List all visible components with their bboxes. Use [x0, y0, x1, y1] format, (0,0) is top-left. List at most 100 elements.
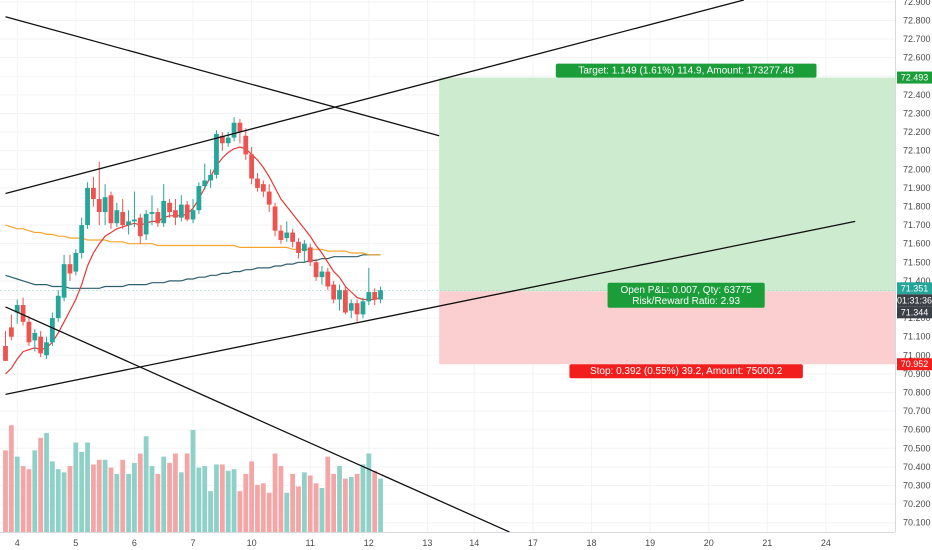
candle-body — [342, 290, 348, 313]
risk-reward-zones[interactable] — [0, 77, 932, 365]
volume-bar — [126, 473, 131, 532]
candle-body — [114, 210, 120, 224]
price-tick-label: 70.500 — [903, 443, 931, 453]
price-tick-label: 72.700 — [903, 34, 931, 44]
volume-bar — [243, 473, 249, 532]
trendline-lower-channel[interactable] — [5, 220, 856, 395]
time-tick-label: 13 — [422, 538, 432, 548]
volume-bar — [49, 461, 55, 532]
price-axis[interactable]: 72.90072.80072.70072.60072.50072.40072.3… — [895, 0, 932, 532]
candle-body — [161, 200, 167, 224]
candle-body — [301, 243, 307, 252]
time-tick-label: 10 — [247, 538, 257, 548]
volume-bar — [91, 464, 96, 532]
volume-bar — [14, 456, 20, 532]
volume-bar — [114, 473, 120, 532]
volume-bar — [3, 450, 8, 532]
time-tick-label: 11 — [306, 538, 315, 548]
volume-bar — [301, 472, 307, 532]
price-tick-label: 71.000 — [903, 350, 931, 360]
volume-bar — [38, 437, 44, 532]
trendline-upper-channel[interactable] — [5, 0, 745, 195]
volume-bar — [143, 436, 149, 532]
volume-bar — [249, 461, 255, 532]
volume-bar — [325, 456, 331, 532]
volume-bar — [79, 451, 85, 532]
volume-bar — [32, 450, 38, 532]
position-labels: Target: 1.149 (1.61%) 114.9, Amount: 173… — [555, 63, 817, 379]
candle-body — [143, 213, 149, 235]
volume-bar — [272, 453, 278, 532]
target-zone[interactable] — [439, 77, 932, 292]
volume-bar — [178, 472, 184, 532]
stop-price-tag-text: 70.952 — [901, 359, 929, 369]
volume-bar — [214, 464, 219, 532]
time-tick-label: 5 — [73, 538, 78, 548]
price-tick-label: 71.700 — [903, 220, 931, 230]
volume-bar — [278, 466, 284, 532]
volume-bar — [137, 453, 143, 532]
candle-body — [272, 206, 278, 231]
volume-bar — [237, 491, 243, 532]
volume-bar — [231, 469, 237, 532]
price-tick-label: 70.400 — [903, 462, 931, 472]
time-axis[interactable]: 4 5 6 7 10 11 12 13 14 17 18 19 20 21 24 — [0, 532, 932, 550]
candle-body — [20, 305, 26, 322]
volume-bar — [184, 453, 190, 532]
target-label-box — [555, 63, 817, 78]
candlesticks — [3, 117, 383, 361]
candle-body — [319, 271, 325, 278]
volume-bar — [108, 467, 114, 532]
time-tick-label: 19 — [645, 538, 655, 548]
time-tick-label: 6 — [132, 538, 137, 548]
candle-body — [79, 225, 85, 253]
volume-bar — [307, 475, 313, 532]
volume-bar — [331, 473, 337, 532]
candle-body — [14, 305, 20, 313]
volume-bar — [354, 473, 360, 532]
volume-bar — [8, 425, 14, 532]
candle-body — [313, 262, 319, 278]
candle-body — [366, 292, 372, 302]
candle-body — [255, 178, 260, 188]
candle-body — [120, 212, 126, 226]
volume-bar — [190, 429, 196, 532]
candle-body — [278, 230, 284, 240]
volume-bar — [26, 469, 32, 532]
candle-body — [372, 292, 378, 300]
last-price-tag — [897, 282, 932, 295]
volume-bar — [44, 433, 49, 532]
target-label-text: Target: 1.149 (1.61%) 114.9, Amount: 173… — [578, 66, 794, 77]
candle-body — [173, 210, 178, 218]
candle-body — [61, 264, 67, 298]
stop-label-box — [569, 364, 803, 379]
price-tick-label: 71.600 — [903, 239, 931, 249]
time-tick-label: 24 — [821, 538, 831, 548]
volume-bar — [73, 442, 79, 532]
candle-body — [26, 321, 32, 343]
stop-label-text: Stop: 0.392 (0.55%) 39.2, Amount: 75000.… — [590, 366, 783, 377]
volume-bar — [96, 459, 102, 532]
time-tick-label: 18 — [586, 538, 596, 548]
time-axis-background — [0, 532, 932, 550]
candle-body — [337, 290, 342, 300]
candle-body — [67, 264, 73, 274]
candle-body — [184, 204, 190, 220]
volume-bar — [260, 483, 266, 532]
candle-body — [108, 195, 114, 224]
candle-body — [137, 217, 143, 237]
candle-body — [243, 135, 249, 155]
entry-price-tag — [897, 306, 932, 319]
trendline-descending-support[interactable] — [5, 306, 510, 533]
candle-body — [325, 271, 331, 287]
price-axis-background — [895, 0, 932, 532]
trendline-descending-resistance[interactable] — [5, 16, 440, 137]
candle-body — [132, 219, 137, 222]
candle-body — [225, 137, 231, 144]
price-tick-label: 70.300 — [903, 480, 931, 490]
candle-body — [260, 184, 266, 192]
trendlines[interactable] — [5, 0, 856, 533]
candle-body — [49, 318, 55, 343]
volume-bar — [366, 453, 372, 532]
